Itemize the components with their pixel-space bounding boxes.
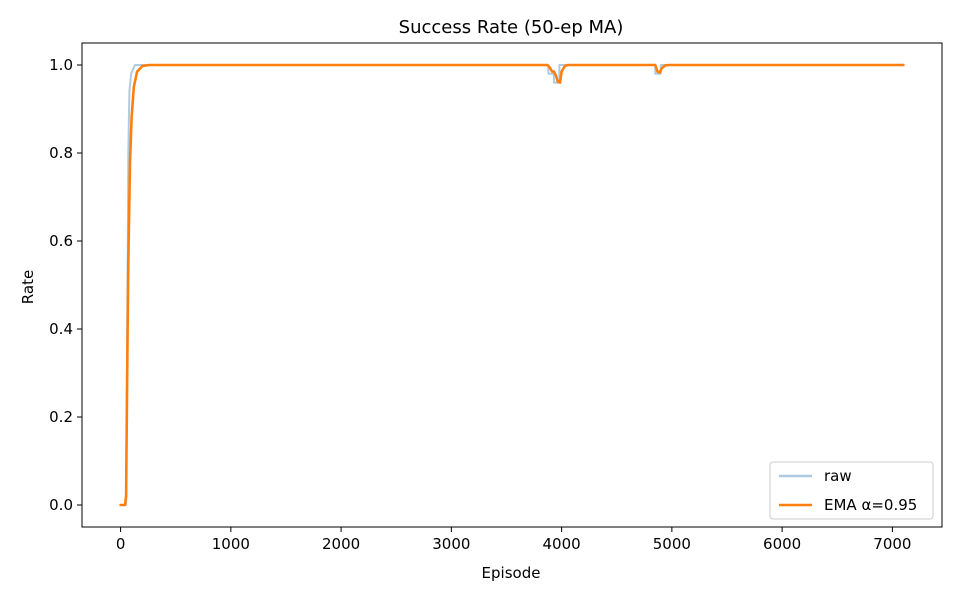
y-axis-label: Rate [19, 270, 37, 304]
y-tick-label: 0.4 [49, 320, 73, 338]
x-tick-label: 1000 [212, 535, 250, 553]
y-tick-label: 0.8 [49, 144, 73, 162]
y-axis-ticks: 0.0 0.2 0.4 0.6 0.8 1.0 [49, 56, 82, 514]
series-line-ema [119, 63, 905, 507]
legend-label-raw: raw [824, 467, 852, 485]
x-axis-ticks: 0 1000 2000 3000 4000 5000 6000 7000 [116, 527, 911, 553]
y-tick-label: 0.2 [49, 408, 73, 426]
x-axis-label: Episode [482, 564, 541, 582]
legend-label-ema: EMA α=0.95 [824, 496, 917, 514]
plot-area-frame [81, 42, 943, 528]
x-tick-label: 0 [116, 535, 126, 553]
series-layer [119, 63, 905, 507]
x-tick-label: 7000 [873, 535, 911, 553]
x-tick-label: 6000 [763, 535, 801, 553]
y-tick-label: 0.0 [49, 496, 73, 514]
x-tick-label: 4000 [543, 535, 581, 553]
x-tick-label: 5000 [653, 535, 691, 553]
y-tick-label: 1.0 [49, 56, 73, 74]
x-tick-label: 2000 [322, 535, 360, 553]
x-tick-label: 3000 [432, 535, 470, 553]
y-tick-label: 0.6 [49, 232, 73, 250]
chart-title: Success Rate (50-ep MA) [399, 17, 624, 38]
legend: raw EMA α=0.95 [769, 461, 934, 520]
